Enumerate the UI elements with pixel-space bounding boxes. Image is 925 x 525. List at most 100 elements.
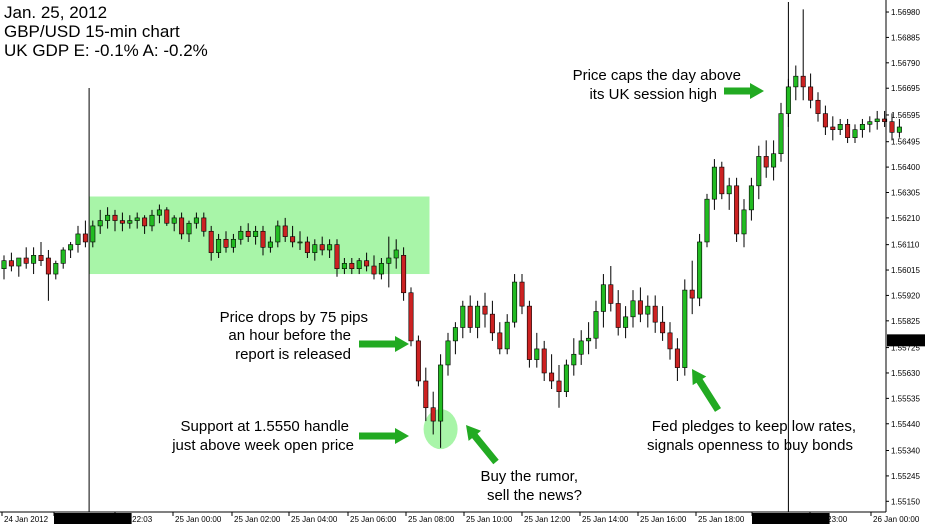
candle-body (497, 332, 503, 350)
candle (467, 295, 473, 333)
candle-body (808, 86, 814, 101)
candle (682, 279, 688, 376)
candle-body (334, 244, 340, 269)
price-tick-label: 1.55535 (891, 394, 920, 403)
candle-body (467, 305, 473, 328)
candle (45, 249, 51, 301)
candle-body (652, 305, 658, 323)
candle (149, 209, 155, 232)
price-tick-label: 1.56495 (891, 138, 920, 147)
candle (208, 225, 214, 261)
candle (741, 199, 747, 248)
candle-body (282, 225, 288, 237)
annotation-top-right-line2: its UK session high (589, 86, 717, 103)
candle-body (319, 244, 325, 251)
price-tick-label: 1.56595 (891, 111, 920, 120)
candle-body (430, 407, 436, 422)
candle-body (475, 305, 481, 328)
time-tick-label: 25 Jan 14:00 (582, 515, 629, 524)
candle (475, 300, 481, 339)
candle-body (223, 238, 229, 248)
arrow-top-right (724, 83, 764, 99)
candle-body (504, 321, 510, 350)
arrow-rumor (466, 425, 499, 465)
candle (889, 113, 895, 141)
candle (667, 322, 673, 360)
candle (23, 247, 29, 269)
candle (845, 118, 851, 144)
candle (489, 300, 495, 341)
price-tick-label: 1.56885 (891, 33, 920, 42)
candle-body (867, 121, 873, 125)
candle-body (756, 156, 762, 187)
candle-body (534, 348, 540, 360)
candle (571, 338, 577, 376)
candle (75, 225, 81, 253)
candle (637, 287, 643, 323)
annotation-price-drop-line2: an hour before the (228, 327, 351, 344)
candle-body (845, 124, 851, 138)
candle-body (578, 340, 584, 355)
candle-body (68, 244, 74, 251)
candle (504, 314, 510, 355)
candle-body (660, 321, 666, 334)
arrow-fed (692, 369, 721, 412)
candle (756, 145, 762, 200)
candle-body (771, 153, 777, 168)
candle (697, 233, 703, 307)
price-axis: 1.56980 1.56885 1.56790 1.56695 1.56595 1.564… (885, 0, 925, 512)
candle-body (889, 121, 895, 133)
candle-body (630, 300, 636, 318)
price-tick-label: 1.55340 (891, 447, 920, 456)
candle-body (489, 313, 495, 334)
candle-body (53, 263, 59, 275)
candle (852, 124, 858, 144)
candle (105, 207, 111, 229)
candle-body (793, 75, 799, 88)
candle (1, 255, 7, 280)
candle-body (142, 217, 148, 227)
candle-body (364, 260, 370, 267)
candle (430, 391, 436, 435)
candle-body (193, 217, 199, 224)
candle (267, 236, 273, 253)
candle (771, 140, 777, 181)
candle-body (1, 260, 7, 269)
time-tick-label: Jan 23:00 (812, 515, 848, 524)
candle (882, 110, 888, 127)
price-tick-label: 1.56790 (891, 59, 920, 68)
candle (482, 292, 488, 328)
candle-body (112, 214, 118, 221)
candle (808, 73, 814, 109)
candle-body (127, 220, 133, 224)
candle (16, 257, 22, 277)
candle (859, 118, 865, 138)
candle (53, 260, 59, 280)
candle-body (874, 118, 880, 122)
candle (600, 274, 606, 328)
candle (327, 239, 333, 258)
chart-title-instrument: GBP/USD 15-min chart (4, 22, 180, 41)
candle-body (748, 185, 754, 211)
annotation-price-drop-line1: Price drops by 75 pips (220, 309, 368, 326)
candle (356, 258, 362, 275)
candle-body (31, 255, 37, 264)
candle (822, 105, 828, 136)
candle (31, 247, 37, 275)
candle-body (571, 353, 577, 366)
candle-body (896, 126, 902, 133)
candle-body (82, 233, 88, 243)
candle (60, 247, 66, 269)
candle (112, 209, 118, 232)
candle (304, 236, 310, 258)
candle-body (815, 99, 821, 114)
candle-body (445, 340, 451, 366)
time-tick-label: 24 Jan 2012 (4, 515, 49, 524)
candle-body (149, 214, 155, 227)
candle-body (563, 364, 569, 392)
candle-body (689, 289, 695, 299)
candle (608, 266, 614, 312)
candle (785, 78, 791, 127)
candle (874, 110, 880, 130)
candle-body (378, 263, 384, 275)
